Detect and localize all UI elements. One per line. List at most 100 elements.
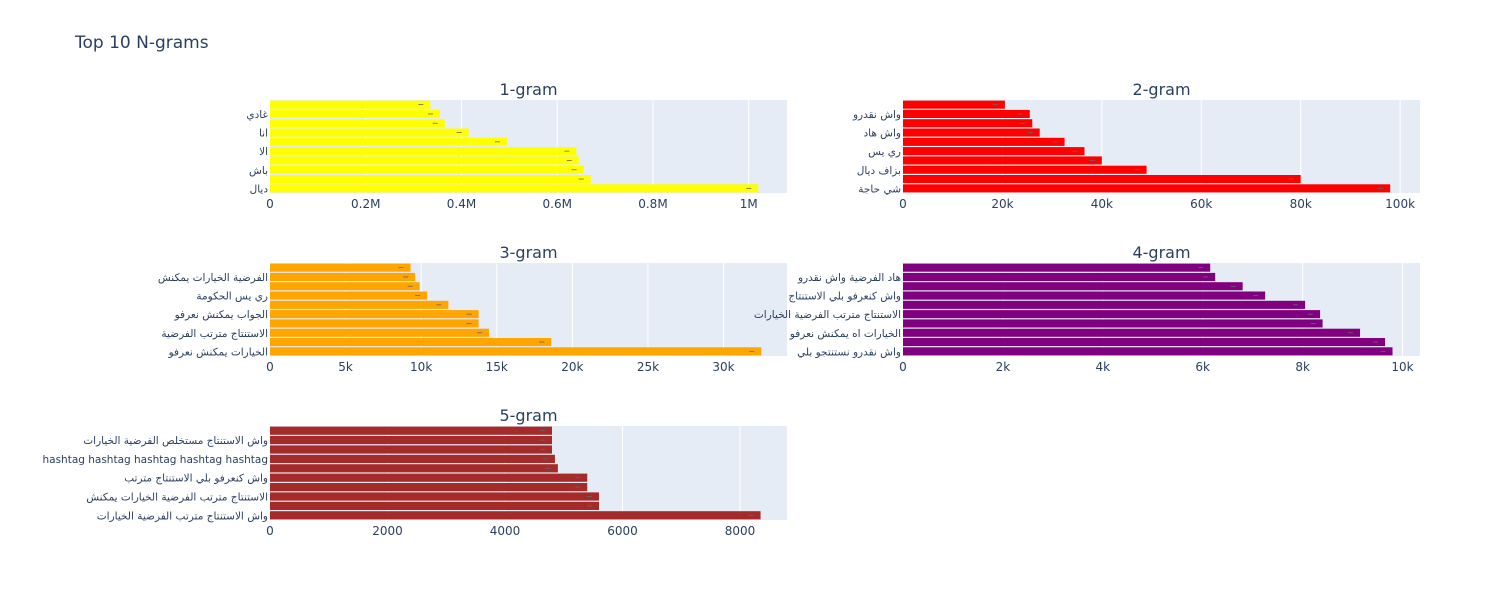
y-tick-label: غادي [246, 109, 268, 121]
x-tick-label: 0.2M [351, 197, 380, 211]
bar [270, 328, 490, 337]
x-tick-label: 20k [561, 360, 583, 374]
y-tick-label: باش [249, 165, 268, 177]
y-tick-label: الاستنتاج مترتب الفرضية [161, 328, 268, 340]
bar [270, 426, 552, 435]
page-title: Top 10 N-grams [75, 33, 209, 53]
y-tick-label: واش نقدرو [852, 109, 901, 121]
bar [903, 165, 1147, 174]
y-tick-label: شي حاجة [858, 183, 901, 195]
bar [903, 291, 1266, 300]
bar [270, 501, 599, 510]
subplot-title: 3-gram [499, 243, 557, 262]
bar [270, 511, 761, 520]
x-tick-label: 0.6M [543, 197, 572, 211]
y-tick-label: بزاف ديال [857, 165, 901, 177]
bar [270, 100, 431, 109]
bar [270, 156, 579, 165]
x-tick-label: 4k [1096, 360, 1111, 374]
x-tick-label: 8k [1295, 360, 1310, 374]
y-tick-label: الا [259, 146, 268, 158]
y-tick-label: الاستنتاج مترتب الفرضية الخيارات يمكنش [86, 492, 268, 504]
x-tick-label: 0 [266, 360, 274, 374]
subplot-title: 4-gram [1132, 243, 1190, 262]
x-tick-label: 6k [1195, 360, 1210, 374]
bar [903, 319, 1323, 328]
y-tick-label: واش الاستنتاج مترتب الفرضية الخيارات [97, 510, 268, 522]
bar [270, 137, 507, 146]
y-tick-label: هاد الفرضية واش نقدرو [797, 272, 901, 284]
bar [270, 147, 577, 156]
x-tick-label: 8000 [725, 524, 756, 538]
bar [270, 492, 599, 501]
x-tick-label: 0.8M [638, 197, 667, 211]
bar [270, 282, 420, 291]
bar [903, 282, 1243, 291]
x-tick-label: 0.4M [447, 197, 476, 211]
bar [270, 184, 759, 193]
y-tick-label: الاستنتاج مترتب الفرضية الخيارات [754, 309, 901, 321]
bar [903, 310, 1321, 319]
x-tick-label: 30k [712, 360, 734, 374]
bar [270, 445, 552, 454]
bar [270, 464, 558, 473]
x-tick-label: 100k [1385, 197, 1415, 211]
bar [270, 263, 411, 272]
x-tick-label: 4000 [490, 524, 521, 538]
bar [903, 128, 1040, 137]
bar [270, 165, 584, 174]
bar [903, 328, 1361, 337]
bar [270, 436, 552, 445]
bar [903, 175, 1301, 184]
x-tick-label: 5k [338, 360, 353, 374]
y-tick-label: واش هاد [863, 128, 901, 140]
x-tick-label: 10k [1391, 360, 1413, 374]
bar [903, 147, 1085, 156]
x-tick-label: 6000 [607, 524, 638, 538]
x-tick-label: 10k [410, 360, 432, 374]
bar [270, 291, 428, 300]
bar [903, 184, 1391, 193]
bar [903, 272, 1216, 281]
y-tick-label: الجواب يمكنش نعرفو [174, 309, 268, 321]
y-tick-label: الفرضية الخيارات يمكنش [158, 272, 268, 284]
bar [270, 272, 416, 281]
x-tick-label: 0 [266, 197, 274, 211]
x-tick-label: 0 [899, 360, 907, 374]
x-tick-label: 20k [991, 197, 1013, 211]
bar [903, 347, 1393, 356]
subplot-title: 2-gram [1132, 80, 1190, 99]
bar [903, 156, 1102, 165]
bar [903, 338, 1386, 347]
x-tick-label: 0 [899, 197, 907, 211]
bar [903, 263, 1211, 272]
x-tick-label: 2000 [372, 524, 403, 538]
y-tick-label: واش نقدرو نستنتجو بلي [797, 346, 901, 358]
bar [270, 338, 552, 347]
y-tick-label: واش الاستنتاج مستخلص الفرضية الخيارات [83, 435, 268, 447]
x-tick-label: 25k [637, 360, 659, 374]
bar [270, 347, 762, 356]
bar [270, 109, 440, 118]
subplot-title: 5-gram [499, 406, 557, 425]
bar [270, 483, 588, 492]
y-tick-label: hashtag hashtag hashtag hashtag hashtag [42, 454, 268, 466]
bar [903, 100, 1005, 109]
x-tick-label: 0 [266, 524, 274, 538]
bar [903, 109, 1030, 118]
x-tick-label: 1M [740, 197, 758, 211]
x-tick-label: 2k [996, 360, 1011, 374]
bar [270, 300, 449, 309]
x-tick-label: 80k [1290, 197, 1312, 211]
bar [270, 175, 591, 184]
x-tick-label: 40k [1091, 197, 1113, 211]
y-tick-label: ديال [250, 183, 269, 195]
x-tick-label: 60k [1190, 197, 1212, 211]
bar [903, 300, 1306, 309]
y-tick-label: واش كنعرفو بلي الاستنتاج مترتب [124, 473, 268, 485]
bar [270, 128, 469, 137]
bar [270, 319, 479, 328]
bar [270, 473, 588, 482]
bar [903, 119, 1033, 128]
